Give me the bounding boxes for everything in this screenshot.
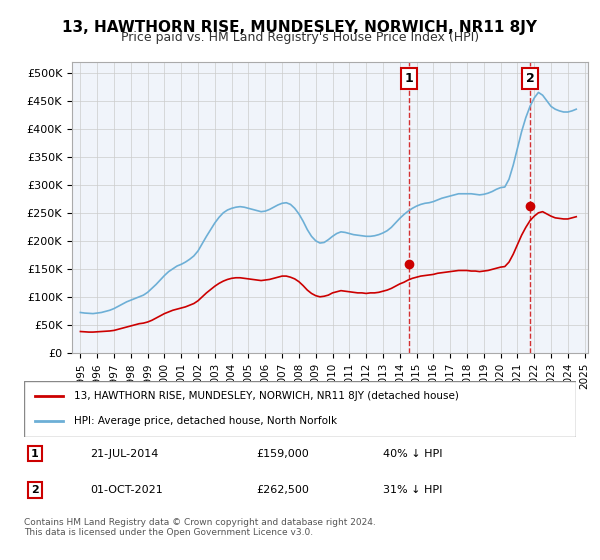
Text: Price paid vs. HM Land Registry's House Price Index (HPI): Price paid vs. HM Land Registry's House … [121, 31, 479, 44]
Text: Contains HM Land Registry data © Crown copyright and database right 2024.
This d: Contains HM Land Registry data © Crown c… [24, 518, 376, 538]
Text: 31% ↓ HPI: 31% ↓ HPI [383, 485, 442, 495]
Text: 40% ↓ HPI: 40% ↓ HPI [383, 449, 442, 459]
Text: 13, HAWTHORN RISE, MUNDESLEY, NORWICH, NR11 8JY: 13, HAWTHORN RISE, MUNDESLEY, NORWICH, N… [62, 20, 538, 35]
Text: 1: 1 [31, 449, 39, 459]
Text: HPI: Average price, detached house, North Norfolk: HPI: Average price, detached house, Nort… [74, 416, 337, 426]
Text: 2: 2 [526, 72, 535, 85]
Text: 01-OCT-2021: 01-OCT-2021 [90, 485, 163, 495]
Text: £262,500: £262,500 [256, 485, 309, 495]
Text: 2: 2 [31, 485, 39, 495]
FancyBboxPatch shape [24, 381, 576, 437]
Text: 13, HAWTHORN RISE, MUNDESLEY, NORWICH, NR11 8JY (detached house): 13, HAWTHORN RISE, MUNDESLEY, NORWICH, N… [74, 391, 458, 402]
Text: £159,000: £159,000 [256, 449, 308, 459]
Text: 1: 1 [404, 72, 413, 85]
Text: 21-JUL-2014: 21-JUL-2014 [90, 449, 158, 459]
